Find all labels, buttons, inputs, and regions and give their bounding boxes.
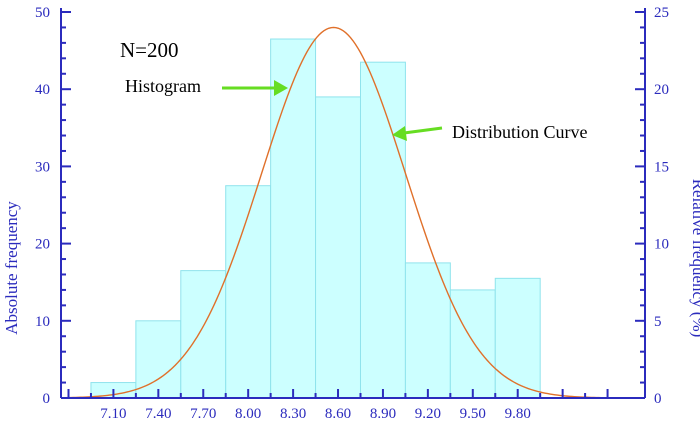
annotation-n: N=200: [120, 38, 179, 62]
histogram-bar-8.00: [225, 185, 272, 399]
x-tick-label: 9.50: [460, 406, 486, 422]
annotation-histogram: Histogram: [125, 76, 201, 96]
histogram-bar-7.40: [135, 320, 182, 399]
y-right-tick-label: 10: [654, 237, 669, 253]
histogram-bar-9.80: [494, 277, 541, 399]
y-right-tick-label: 5: [654, 314, 662, 330]
y-left-tick-label: 10: [35, 314, 50, 330]
distribution-curve: [60, 26, 646, 399]
annotation-distribution-curve: Distribution Curve: [452, 122, 588, 142]
x-tick-label: 7.70: [190, 406, 216, 422]
y-right-tick-label: 20: [654, 82, 669, 98]
y-right-tick-label: 15: [654, 159, 669, 175]
y-left-tick-label: 30: [35, 159, 50, 175]
histogram-bar-9.20: [404, 262, 451, 399]
x-tick-label: 8.00: [235, 406, 261, 422]
histogram-bar-8.90: [359, 61, 406, 399]
x-tick-label: 8.30: [280, 406, 306, 422]
y-left-tick-label: 40: [35, 82, 50, 98]
x-tick-label: 8.90: [370, 406, 396, 422]
histogram-arrow: [222, 80, 288, 96]
histogram-bar-9.50: [449, 289, 496, 399]
y-right-tick-label: 0: [654, 391, 662, 407]
bars-group: [90, 38, 541, 399]
y-left-tick-label: 0: [43, 391, 51, 407]
y-axis-right-title: Relative frequency (%): [689, 179, 700, 338]
x-tick-label: 7.40: [145, 406, 171, 422]
curve-arrow: [392, 126, 443, 141]
y-left-tick-label: 20: [35, 237, 50, 253]
x-tick-label: 7.10: [100, 406, 126, 422]
x-tick-label: 9.80: [505, 406, 531, 422]
x-tick-label: 8.60: [325, 406, 351, 422]
x-tick-label: 9.20: [415, 406, 441, 422]
histogram-bar-8.60: [315, 96, 361, 399]
axes-group: [60, 8, 646, 399]
y-left-tick-label: 50: [35, 5, 50, 21]
y-right-tick-label: 25: [654, 5, 669, 21]
y-axis-left-title: Absolute frequency: [2, 201, 21, 335]
histogram-bar-7.70: [180, 270, 227, 399]
labels-group: 7.10 7.40 7.70 8.00 8.30 8.60 8.90 9.20 9.50 9.80…: [35, 5, 669, 422]
